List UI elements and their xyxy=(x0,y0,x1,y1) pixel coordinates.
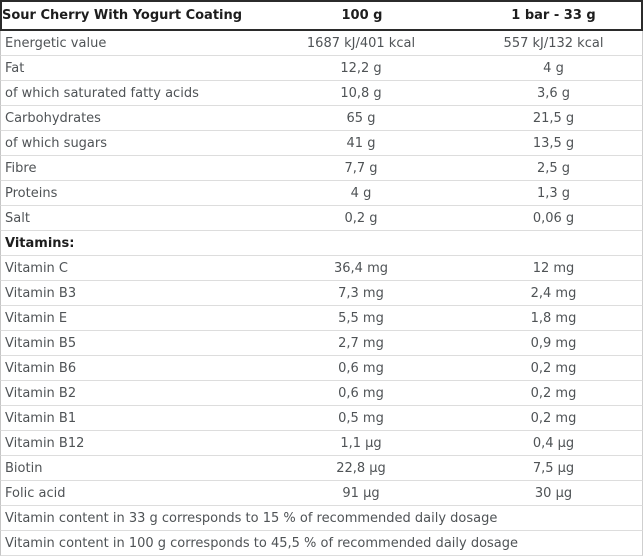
vitamin-label: Vitamin B3 xyxy=(5,285,77,301)
table-row: of which saturated fatty acids 10,8 g 3,… xyxy=(0,81,643,106)
product-name-header: Sour Cherry With Yogurt Coating xyxy=(2,8,243,23)
value-per-100g: 12,2 g xyxy=(340,60,382,76)
table-row: Vitamin E 5,5 mg 1,8 mg xyxy=(0,306,643,331)
vitamin-note: Vitamin content in 33 g corresponds to 1… xyxy=(5,510,498,526)
value-per-100g: 4 g xyxy=(350,185,372,201)
value-per-100g: 0,5 mg xyxy=(338,410,384,426)
value-per-100g: 10,8 g xyxy=(340,85,382,101)
value-per-bar: 1,8 mg xyxy=(530,310,577,326)
vitamin-note-row: Vitamin content in 100 g corresponds to … xyxy=(0,531,643,556)
table-row: Vitamin B1 0,5 mg 0,2 mg xyxy=(0,406,643,431)
value-per-bar: 0,2 mg xyxy=(530,360,577,376)
value-per-bar: 2,5 g xyxy=(536,160,571,176)
value-per-100g: 41 g xyxy=(346,135,376,151)
nutrient-label: Carbohydrates xyxy=(5,110,101,126)
table-row: Fat 12,2 g 4 g xyxy=(0,56,643,81)
value-per-100g: 1,1 µg xyxy=(340,435,382,451)
vitamin-label: Vitamin B1 xyxy=(5,410,77,426)
value-per-bar: 30 µg xyxy=(534,485,573,501)
value-per-bar: 2,4 mg xyxy=(530,285,577,301)
table-row: Vitamin C 36,4 mg 12 mg xyxy=(0,256,643,281)
value-per-100g: 0,6 mg xyxy=(338,360,384,376)
value-per-100g: 2,7 mg xyxy=(338,335,384,351)
value-per-100g: 7,7 g xyxy=(344,160,378,176)
vitamin-label: Vitamin B2 xyxy=(5,385,77,401)
vitamins-section-label: Vitamins: xyxy=(5,235,75,251)
table-row: Energetic value 1687 kJ/401 kcal 557 kJ/… xyxy=(0,31,643,56)
value-per-bar: 13,5 g xyxy=(532,135,575,151)
vitamin-label: Vitamin B12 xyxy=(5,435,85,451)
vitamins-section-row: Vitamins: xyxy=(0,231,643,256)
value-per-bar: 557 kJ/132 kcal xyxy=(503,35,604,51)
value-per-100g: 1687 kJ/401 kcal xyxy=(306,35,416,51)
value-per-100g: 7,3 mg xyxy=(338,285,384,301)
vitamin-note: Vitamin content in 100 g corresponds to … xyxy=(5,535,519,551)
per-100g-column-header: 100 g xyxy=(341,8,383,23)
per-bar-column-header: 1 bar - 33 g xyxy=(511,8,596,23)
value-per-bar: 7,5 µg xyxy=(532,460,575,476)
value-per-bar: 0,06 g xyxy=(532,210,575,226)
vitamin-note-row: Vitamin content in 33 g corresponds to 1… xyxy=(0,506,643,531)
value-per-bar: 0,9 mg xyxy=(530,335,577,351)
table-row: Vitamin B12 1,1 µg 0,4 µg xyxy=(0,431,643,456)
vitamin-label: Vitamin B5 xyxy=(5,335,77,351)
value-per-bar: 0,4 µg xyxy=(532,435,575,451)
nutrient-label: Energetic value xyxy=(5,35,107,51)
table-row: Folic acid 91 µg 30 µg xyxy=(0,481,643,506)
nutrient-label: Fibre xyxy=(5,160,37,176)
value-per-100g: 5,5 mg xyxy=(338,310,384,326)
vitamin-label: Biotin xyxy=(5,460,43,476)
value-per-bar: 0,2 mg xyxy=(530,410,577,426)
value-per-bar: 1,3 g xyxy=(536,185,571,201)
vitamin-label: Folic acid xyxy=(5,485,66,501)
nutrient-label: Salt xyxy=(5,210,30,226)
vitamin-label: Vitamin B6 xyxy=(5,360,77,376)
table-row: Vitamin B6 0,6 mg 0,2 mg xyxy=(0,356,643,381)
value-per-100g: 22,8 µg xyxy=(336,460,386,476)
table-row: Carbohydrates 65 g 21,5 g xyxy=(0,106,643,131)
value-per-bar: 21,5 g xyxy=(532,110,575,126)
value-per-100g: 91 µg xyxy=(342,485,380,501)
table-row: Biotin 22,8 µg 7,5 µg xyxy=(0,456,643,481)
table-header-row: Sour Cherry With Yogurt Coating 100 g 1 … xyxy=(0,0,643,31)
table-row: Vitamin B5 2,7 mg 0,9 mg xyxy=(0,331,643,356)
value-per-100g: 0,6 mg xyxy=(338,385,384,401)
table-row: Vitamin B2 0,6 mg 0,2 mg xyxy=(0,381,643,406)
value-per-100g: 0,2 g xyxy=(344,210,378,226)
table-row: Vitamin B3 7,3 mg 2,4 mg xyxy=(0,281,643,306)
nutrient-label: Fat xyxy=(5,60,25,76)
value-per-bar: 12 mg xyxy=(532,260,575,276)
value-per-bar: 4 g xyxy=(543,60,564,76)
value-per-bar: 0,2 mg xyxy=(530,385,577,401)
table-row: Proteins 4 g 1,3 g xyxy=(0,181,643,206)
vitamin-label: Vitamin E xyxy=(5,310,68,326)
value-per-100g: 65 g xyxy=(346,110,376,126)
table-row: Salt 0,2 g 0,06 g xyxy=(0,206,643,231)
nutrient-label: of which sugars xyxy=(5,135,108,151)
table-row: Fibre 7,7 g 2,5 g xyxy=(0,156,643,181)
nutrient-label: of which saturated fatty acids xyxy=(5,85,199,101)
value-per-bar: 3,6 g xyxy=(536,85,571,101)
nutrient-label: Proteins xyxy=(5,185,58,201)
table-row: of which sugars 41 g 13,5 g xyxy=(0,131,643,156)
vitamin-label: Vitamin C xyxy=(5,260,69,276)
value-per-100g: 36,4 mg xyxy=(334,260,388,276)
